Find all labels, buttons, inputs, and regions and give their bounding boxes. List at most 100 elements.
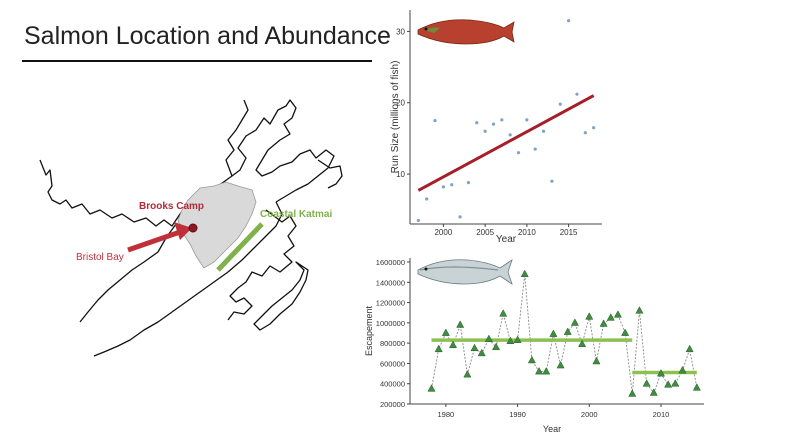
data-point (567, 19, 571, 23)
data-point (450, 183, 454, 187)
data-point (664, 380, 673, 388)
data-point (458, 215, 462, 219)
data-point (578, 339, 587, 348)
y-tick-label: 30 (396, 27, 405, 36)
slide-title: Salmon Location and Abundance (24, 22, 391, 50)
y-tick-label: 20 (396, 99, 405, 108)
data-point (692, 383, 701, 391)
y-tick-label: 200000 (380, 400, 405, 409)
data-point (599, 319, 608, 327)
data-point (508, 133, 512, 137)
data-point (492, 342, 501, 351)
data-point (516, 151, 521, 155)
data-point (613, 310, 622, 318)
x-tick-label: 2015 (560, 228, 578, 237)
data-point (592, 126, 596, 130)
data-point (441, 185, 445, 189)
data-point (592, 356, 601, 365)
data-point (549, 329, 558, 337)
data-point (533, 147, 537, 151)
data-point (434, 344, 443, 353)
data-point (416, 218, 420, 223)
data-point (484, 334, 493, 342)
data-point (535, 367, 544, 375)
y-tick-label: 800000 (380, 339, 405, 348)
data-point (583, 131, 587, 135)
data-point (499, 309, 508, 317)
data-point (427, 384, 436, 392)
data-point (456, 320, 465, 328)
data-point (563, 327, 572, 335)
data-point (441, 328, 450, 336)
data-point (685, 344, 694, 353)
y-tick-label: 600000 (380, 359, 405, 368)
data-point (642, 379, 651, 387)
data-point (585, 312, 594, 320)
data-point (477, 348, 486, 357)
coastal-katmai-label: Coastal Katmai (260, 209, 332, 220)
data-point (527, 355, 536, 364)
bristol-bay-arrow-head (174, 222, 192, 240)
data-point (513, 335, 522, 343)
x-tick-label: 1980 (438, 410, 455, 419)
title-divider (22, 60, 372, 62)
coastline-east (317, 159, 343, 189)
brooks-camp-marker (188, 223, 198, 233)
y-tick-label: 1000000 (376, 319, 405, 328)
data-point (449, 340, 458, 349)
data-point (671, 379, 680, 387)
data-point (550, 179, 554, 183)
data-point (520, 269, 529, 278)
data-point (570, 318, 579, 326)
y-axis-label: Escapement (364, 305, 374, 356)
x-axis-label: Year (543, 424, 561, 434)
alaska-map: Brooks Camp Bristol Bay Coastal Katmai (39, 99, 343, 357)
data-point (500, 118, 504, 122)
data-point (556, 360, 565, 369)
data-point (475, 121, 479, 125)
data-point (541, 129, 546, 133)
sockeye-salmon-icon (417, 19, 515, 45)
coastline-islands (227, 209, 297, 321)
pink-salmon-icon (417, 259, 513, 285)
data-point (606, 313, 615, 321)
data-point (483, 129, 487, 133)
data-point (656, 369, 665, 377)
data-point (463, 370, 472, 378)
data-point (621, 328, 630, 336)
bristol-bay-arrow-shaft (127, 229, 181, 253)
coastline-north (185, 99, 335, 207)
data-point (466, 181, 471, 185)
bristol-bay-label: Bristol Bay (76, 252, 124, 263)
escapement-series-line (431, 274, 698, 394)
x-tick-label: 1990 (509, 410, 526, 419)
x-tick-label: 2000 (434, 228, 452, 237)
data-point (558, 102, 562, 106)
data-point (525, 118, 529, 122)
data-point (491, 122, 496, 126)
coastline-peninsula-south (93, 201, 283, 357)
y-tick-label: 1200000 (376, 299, 405, 308)
data-point (678, 366, 687, 374)
data-point (635, 306, 644, 314)
data-point (542, 367, 551, 375)
data-point (433, 118, 437, 123)
x-tick-label: 2010 (518, 228, 536, 237)
y-tick-label: 1400000 (376, 278, 405, 287)
data-point (425, 197, 429, 201)
y-axis-label: Run Size (millions of fish) (390, 61, 401, 174)
data-point (649, 388, 658, 396)
coastline-peninsula-north (79, 223, 177, 323)
data-point (506, 336, 515, 344)
trend-line (417, 94, 595, 192)
y-tick-label: 10 (396, 170, 405, 179)
coastal-katmai-line (216, 222, 264, 272)
data-point (470, 343, 479, 352)
x-tick-label: 2010 (653, 410, 670, 419)
coastline-kodiak (253, 261, 309, 331)
x-tick-label: 2000 (581, 410, 598, 419)
coastline-upper (225, 99, 249, 177)
data-point (575, 92, 579, 96)
